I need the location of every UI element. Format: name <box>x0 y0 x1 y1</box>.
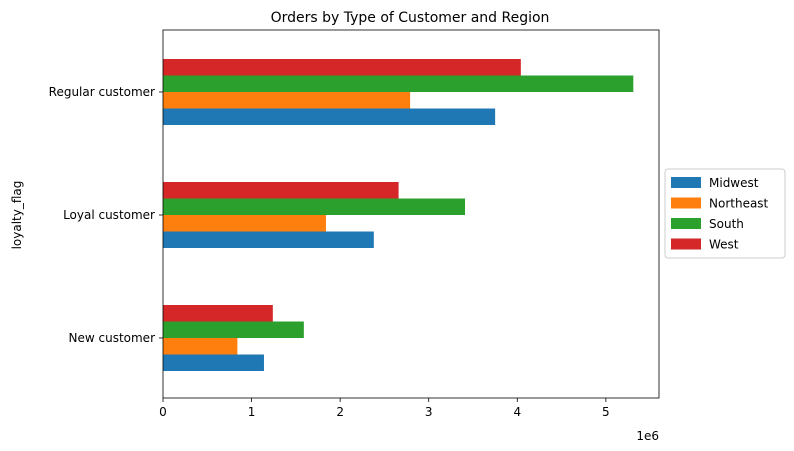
legend-label-south: South <box>709 217 744 231</box>
legend-swatch-midwest <box>671 177 701 188</box>
x-axis-offset-label: 1e6 <box>636 429 659 443</box>
y-tick-label: Regular customer <box>49 85 155 99</box>
bar-northeast-regular-customer <box>163 92 411 109</box>
legend-swatch-south <box>671 218 701 229</box>
bar-northeast-loyal-customer <box>163 215 326 232</box>
chart-title: Orders by Type of Customer and Region <box>271 10 550 26</box>
plot-frame <box>162 29 660 399</box>
y-tick-label: New customer <box>69 331 156 345</box>
legend-swatch-west <box>671 238 701 250</box>
bar-west-regular-customer <box>163 59 521 76</box>
legend-label-midwest: Midwest <box>709 176 759 190</box>
bar-south-new-customer <box>163 321 304 338</box>
legend-label-west: West <box>709 238 739 252</box>
bar-west-new-customer <box>163 305 273 322</box>
bar-midwest-new-customer <box>163 354 264 371</box>
x-tick-label: 5 <box>602 405 610 419</box>
bar-south-loyal-customer <box>163 198 466 215</box>
y-axis-label: loyalty_flag <box>10 181 24 250</box>
y-tick-label: Loyal customer <box>63 208 155 222</box>
bar-midwest-loyal-customer <box>163 231 374 248</box>
x-tick-label: 3 <box>425 405 433 419</box>
bars-group <box>163 59 634 371</box>
bar-midwest-regular-customer <box>163 108 496 125</box>
bar-west-loyal-customer <box>163 182 399 199</box>
bar-south-regular-customer <box>163 75 634 92</box>
legend-label-northeast: Northeast <box>709 197 769 211</box>
x-tick-label: 4 <box>513 405 521 419</box>
legend-box <box>664 168 786 259</box>
axes-group: 0 1 2 3 4 5 New customer Loyal customer Regular … <box>49 29 660 419</box>
x-tick-label: 0 <box>159 405 167 419</box>
bar-northeast-new-customer <box>163 338 238 355</box>
x-tick-label: 1 <box>248 405 256 419</box>
legend-swatch-northeast <box>671 197 701 209</box>
x-tick-label: 2 <box>336 405 344 419</box>
legend: Midwest Northeast South West <box>664 168 786 259</box>
